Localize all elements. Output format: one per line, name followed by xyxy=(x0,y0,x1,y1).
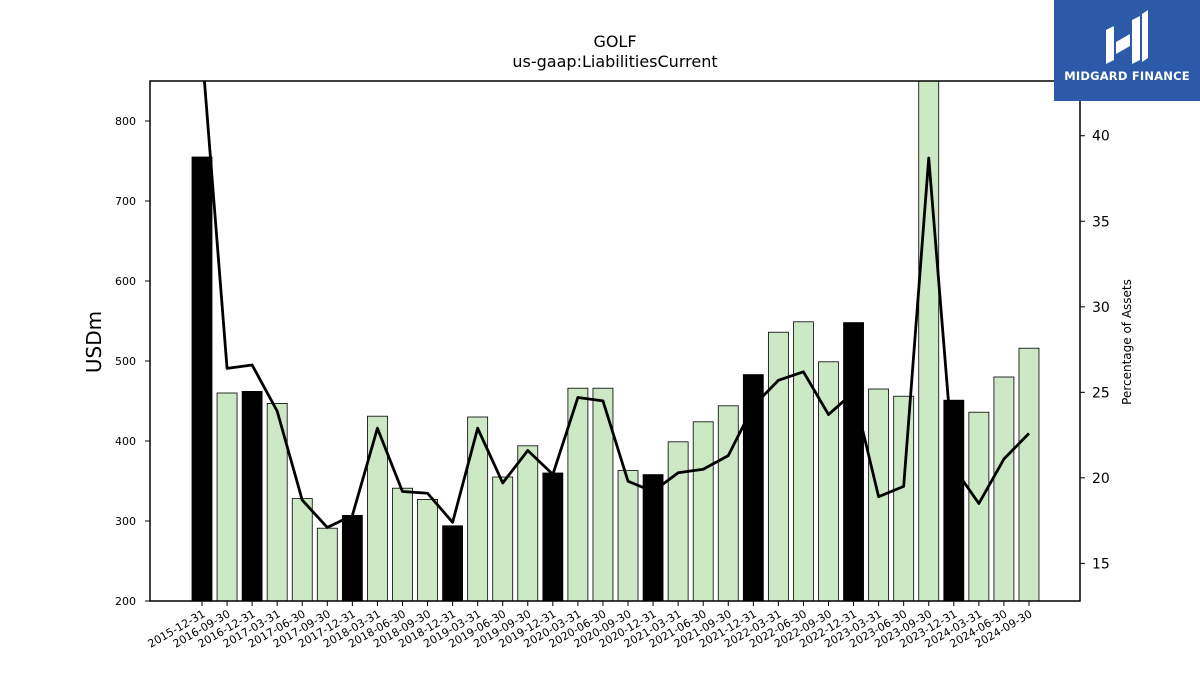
bar-2018-12-31 xyxy=(442,525,464,601)
bar-2024-03-31 xyxy=(968,411,990,601)
midgard-finance-logo: MIDGARD FINANCE xyxy=(1054,0,1200,101)
bar-2023-12-31 xyxy=(943,399,965,601)
bar-2015-12-31 xyxy=(191,156,213,601)
bar-2022-06-30 xyxy=(793,321,814,601)
bar-2018-09-30 xyxy=(417,498,438,601)
plot-frame xyxy=(149,80,1081,602)
bar-2019-03-31 xyxy=(467,416,489,601)
bar-2021-06-30 xyxy=(692,421,714,601)
logo-text: MIDGARD FINANCE xyxy=(1064,69,1190,83)
y-tick-label: 500 xyxy=(115,355,136,368)
y-tick-label: 200 xyxy=(115,595,136,608)
bar-2016-09-30 xyxy=(216,392,238,601)
bar-2022-03-31 xyxy=(767,331,789,601)
y-axis-label: USDm xyxy=(82,311,106,373)
bar-2017-03-31 xyxy=(266,402,288,601)
bar-2022-12-31 xyxy=(843,322,864,601)
y-tick-label: 400 xyxy=(115,435,136,448)
bar-2023-06-30 xyxy=(893,395,915,601)
bar-2020-12-31 xyxy=(642,474,664,601)
bar-2022-09-30 xyxy=(818,361,839,601)
bar-2018-03-31 xyxy=(367,415,388,601)
bar-2019-06-30 xyxy=(492,476,514,601)
y-tick-label: 600 xyxy=(115,275,136,288)
bar-2019-09-30 xyxy=(517,445,539,601)
bar-2018-06-30 xyxy=(392,487,413,601)
bar-2017-06-30 xyxy=(291,498,313,601)
chart-title: GOLF xyxy=(593,32,637,51)
bar-2020-03-31 xyxy=(567,387,589,601)
bar-2017-12-31 xyxy=(341,515,363,601)
y-tick-label: 300 xyxy=(115,515,136,528)
bar-2017-09-30 xyxy=(316,527,338,601)
y-tick-label: 700 xyxy=(115,195,136,208)
bar-2024-09-30 xyxy=(1018,347,1040,601)
y2-tick-label: 35 xyxy=(1092,214,1110,230)
bar-2024-06-30 xyxy=(993,376,1015,601)
bar-series xyxy=(191,81,1040,601)
chart-subtitle: us-gaap:LiabilitiesCurrent xyxy=(512,52,718,71)
y2-tick-label: 20 xyxy=(1092,471,1110,487)
bar-2023-09-30 xyxy=(918,81,940,601)
bar-2021-12-31 xyxy=(742,374,764,601)
bar-2019-12-31 xyxy=(542,472,564,601)
y2-tick-label: 15 xyxy=(1092,556,1110,572)
logo-mark-icon xyxy=(1106,10,1148,64)
y2-axis-label: Percentage of Assets xyxy=(1120,279,1134,405)
y2-tick-label: 25 xyxy=(1092,385,1110,401)
y2-tick-label: 30 xyxy=(1092,300,1110,316)
y-tick-label: 800 xyxy=(115,115,136,128)
bar-2021-03-31 xyxy=(667,441,689,601)
line-series xyxy=(203,81,1030,529)
bar-2020-09-30 xyxy=(617,470,639,601)
bar-2021-09-30 xyxy=(717,405,739,601)
y2-tick-label: 40 xyxy=(1092,129,1110,145)
percentage-line xyxy=(203,81,1030,529)
bar-2020-06-30 xyxy=(592,387,614,601)
bar-2016-12-31 xyxy=(241,390,263,601)
